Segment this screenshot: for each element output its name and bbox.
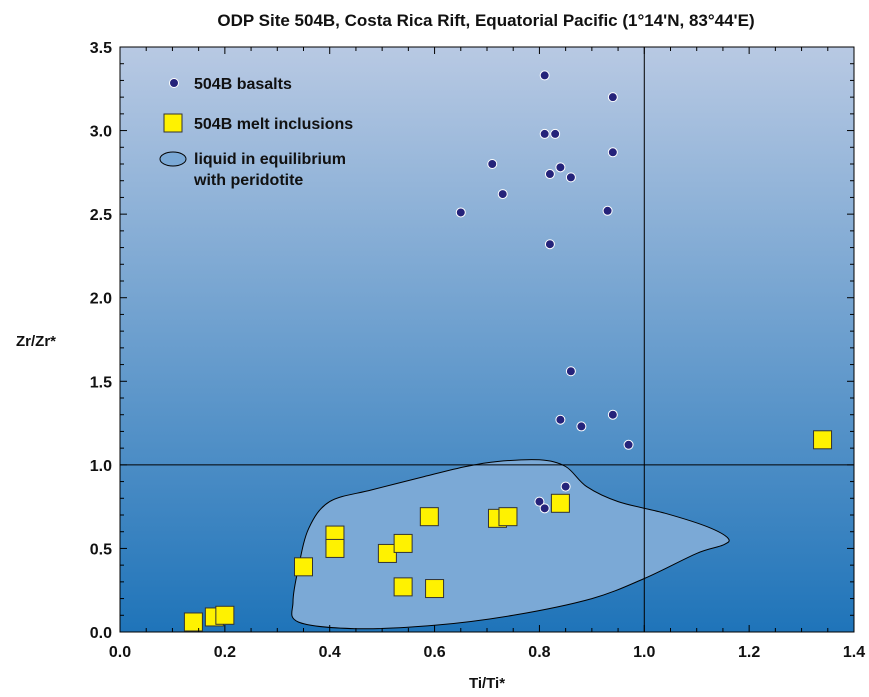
melt-inclusion-point <box>813 430 833 450</box>
melt-inclusion-point <box>377 543 397 563</box>
basalt-point <box>544 169 555 180</box>
basalt-point <box>497 189 508 200</box>
melt-inclusion-point <box>183 612 203 632</box>
y-tick-label: 3.5 <box>90 40 112 57</box>
basalt-point <box>555 162 566 173</box>
y-tick-label: 2.5 <box>90 207 112 224</box>
x-tick-label: 1.0 <box>633 644 655 661</box>
legend-inclusion-marker <box>163 113 183 133</box>
basalt-point <box>534 496 545 507</box>
legend-basalt-marker <box>169 78 179 88</box>
melt-inclusion-point <box>425 579 445 599</box>
legend-field-label-line2: with peridotite <box>193 172 303 189</box>
basalt-point <box>544 239 555 250</box>
melt-inclusion-point <box>294 557 313 577</box>
x-tick-label: 0.8 <box>528 644 550 661</box>
basalt-point <box>607 147 618 158</box>
y-axis-title: Zr/Zr* <box>16 333 56 350</box>
x-tick-label: 1.2 <box>738 644 760 661</box>
melt-inclusion-point <box>215 605 235 625</box>
melt-inclusion-point <box>419 507 439 527</box>
basalt-point <box>565 172 576 183</box>
legend-field-label-line1: liquid in equilibrium <box>194 151 346 168</box>
basalt-point <box>576 421 587 432</box>
x-tick-label: 0.6 <box>423 644 445 661</box>
basalt-point <box>565 366 576 377</box>
basalt-point <box>555 414 566 425</box>
basalt-point <box>455 207 466 218</box>
x-tick-label: 0.4 <box>319 644 341 661</box>
basalt-point <box>550 128 561 139</box>
x-axis-title: Ti/Ti* <box>469 675 505 692</box>
x-tick-label: 0.0 <box>109 644 131 661</box>
y-tick-label: 1.5 <box>90 374 112 391</box>
basalt-point <box>623 439 634 450</box>
melt-inclusion-point <box>550 493 570 513</box>
melt-inclusion-point <box>498 507 518 527</box>
basalt-point <box>602 205 613 216</box>
melt-inclusion-point <box>393 533 413 553</box>
chart-title: ODP Site 504B, Costa Rica Rift, Equatori… <box>217 11 754 30</box>
y-tick-label: 0.5 <box>90 541 112 558</box>
y-tick-label: 1.0 <box>90 458 112 475</box>
basalt-point <box>560 481 571 492</box>
legend-inclusions-label: 504B melt inclusions <box>194 116 353 133</box>
melt-inclusion-point <box>393 577 413 597</box>
legend-field-marker <box>159 151 187 167</box>
y-tick-label: 2.0 <box>90 291 112 308</box>
basalt-point <box>539 70 550 81</box>
legend: 504B basalts 504B melt inclusions liquid… <box>159 76 353 189</box>
y-tick-label: 0.0 <box>90 625 112 642</box>
basalt-point <box>539 128 550 139</box>
basalt-point <box>539 503 550 514</box>
melt-inclusion-point <box>325 538 345 558</box>
legend-basalts-label: 504B basalts <box>194 76 292 93</box>
y-tick-label: 3.0 <box>90 124 112 141</box>
x-tick-label: 1.4 <box>843 644 865 661</box>
basalt-point <box>487 159 498 169</box>
basalt-point <box>607 92 618 103</box>
basalt-point <box>607 409 618 420</box>
x-tick-label: 0.2 <box>214 644 236 661</box>
